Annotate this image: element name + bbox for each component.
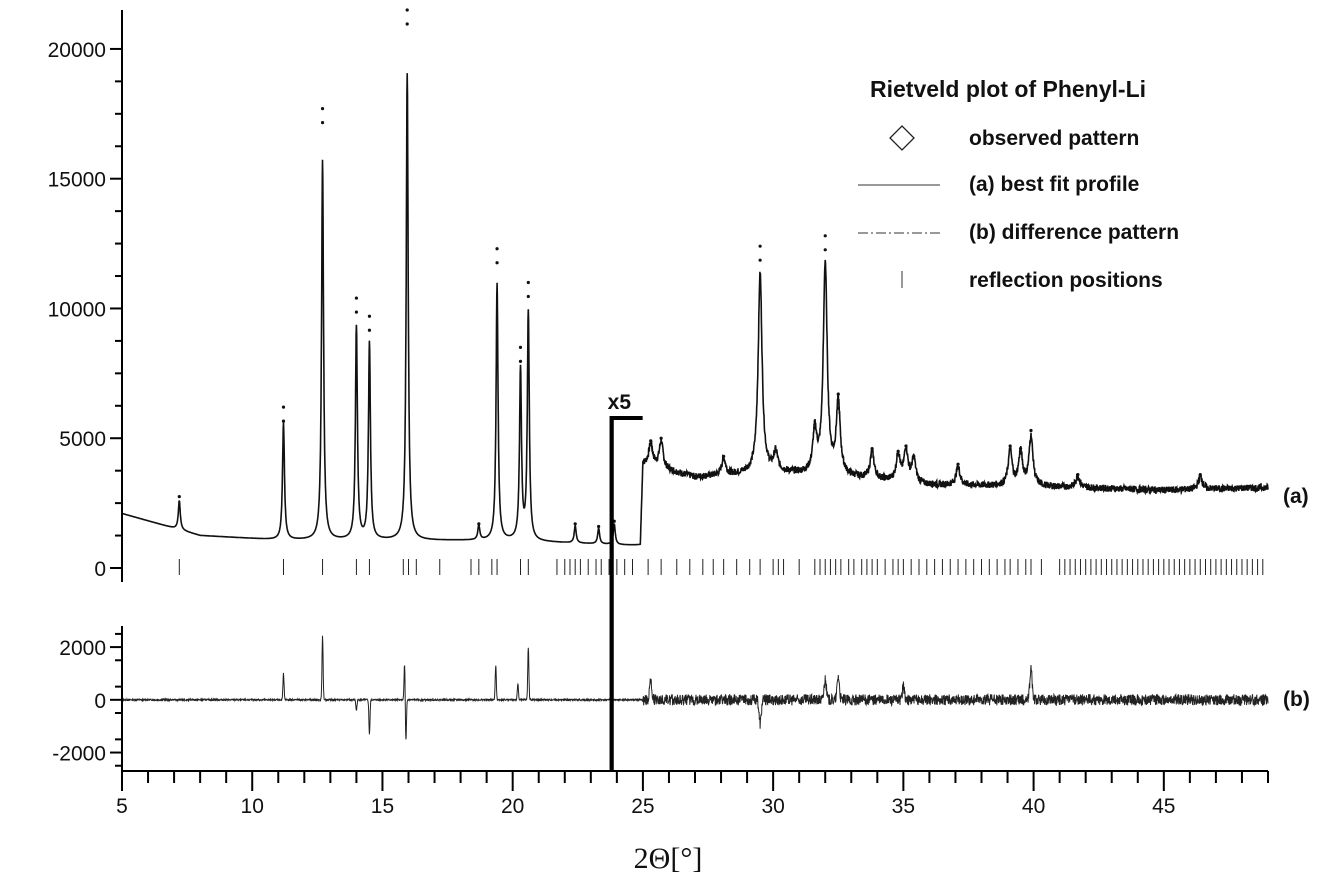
observed-point (281, 419, 286, 423)
observed-point (177, 495, 181, 499)
observed-point (405, 22, 409, 26)
x-tick-label: 25 (631, 795, 654, 818)
y-tick-label-a: 15000 (48, 169, 106, 192)
observed-point (495, 247, 499, 251)
observed-point (659, 436, 663, 440)
observed-point (649, 439, 653, 443)
observed-point (597, 524, 601, 529)
observed-point (956, 462, 960, 466)
panel-a-plot-area (121, 8, 1269, 546)
x-axis-label: 2Θ[°] (634, 842, 703, 875)
observed-point (1198, 472, 1202, 477)
observed-point (477, 522, 481, 526)
observed-point (320, 121, 325, 125)
x-tick-label: 10 (241, 795, 264, 818)
y-tick-label-a: 5000 (59, 428, 106, 451)
observed-point (354, 310, 359, 314)
observed-point (518, 359, 523, 363)
observed-point (896, 449, 900, 453)
observed-point (281, 405, 286, 409)
y-tick-label-b: 0 (94, 690, 106, 713)
observed-point (526, 294, 530, 299)
legend-entry-reflections: reflection positions (969, 269, 1163, 292)
observed-point (1076, 472, 1080, 477)
observed-point (1018, 447, 1023, 451)
observed-point (367, 314, 372, 318)
legend-diamond-icon (889, 125, 915, 151)
observed-point (823, 248, 827, 252)
panel-label-b: (b) (1283, 688, 1310, 711)
observed-point (1029, 428, 1033, 433)
series-difference-pattern (121, 635, 1269, 740)
chart-title: Rietveld plot of Phenyl-Li (870, 76, 1146, 102)
scale-annotation: x5 (608, 391, 632, 414)
legend-entry-difference: (b) difference pattern (969, 221, 1179, 244)
observed-point (405, 8, 409, 12)
observed-point (495, 261, 499, 265)
observed-point (870, 447, 874, 451)
observed-point (354, 296, 359, 300)
observed-point (912, 454, 916, 458)
observed-point (573, 522, 577, 526)
observed-point (836, 406, 840, 410)
scale-break-bracket (609, 416, 643, 771)
observed-point (367, 328, 372, 332)
x-tick-label: 5 (116, 795, 128, 818)
observed-point (774, 449, 778, 453)
observed-point (518, 345, 523, 349)
legend: Rietveld plot of Phenyl-Li observed patt… (858, 76, 1179, 292)
y-tick-label-a: 20000 (48, 39, 106, 62)
observed-point (904, 444, 908, 448)
observed-point (823, 234, 827, 238)
x-tick-label: 30 (761, 795, 784, 818)
axes-group: 0 5000 10000 15000 20000 -2000 0 2000 5 10 15 20 25 3… (48, 10, 1269, 818)
y-tick-label-b: 2000 (59, 637, 106, 660)
reflection-ticks-group (178, 559, 1264, 575)
x-tick-label: 20 (501, 795, 524, 818)
x-tick-label: 15 (371, 795, 394, 818)
legend-entry-best-fit: (a) best fit profile (969, 173, 1139, 196)
observed-point (836, 392, 840, 396)
y-tick-label-b: -2000 (52, 743, 106, 766)
y-tick-label-a: 10000 (48, 298, 106, 321)
y-tick-label-a: 0 (94, 558, 106, 581)
observed-point (1008, 444, 1012, 448)
observed-point (758, 244, 762, 248)
observed-point (758, 258, 762, 262)
panel-b-plot-area (121, 635, 1269, 740)
legend-entry-observed: observed pattern (969, 127, 1139, 150)
x-tick-label: 35 (892, 795, 915, 818)
observed-point (813, 426, 817, 430)
observed-point (526, 280, 530, 285)
x-tick-label: 45 (1152, 795, 1175, 818)
x-tick-label: 40 (1022, 795, 1045, 818)
observed-point (722, 454, 726, 458)
panel-label-a: (a) (1283, 485, 1309, 508)
observed-point (320, 107, 325, 111)
